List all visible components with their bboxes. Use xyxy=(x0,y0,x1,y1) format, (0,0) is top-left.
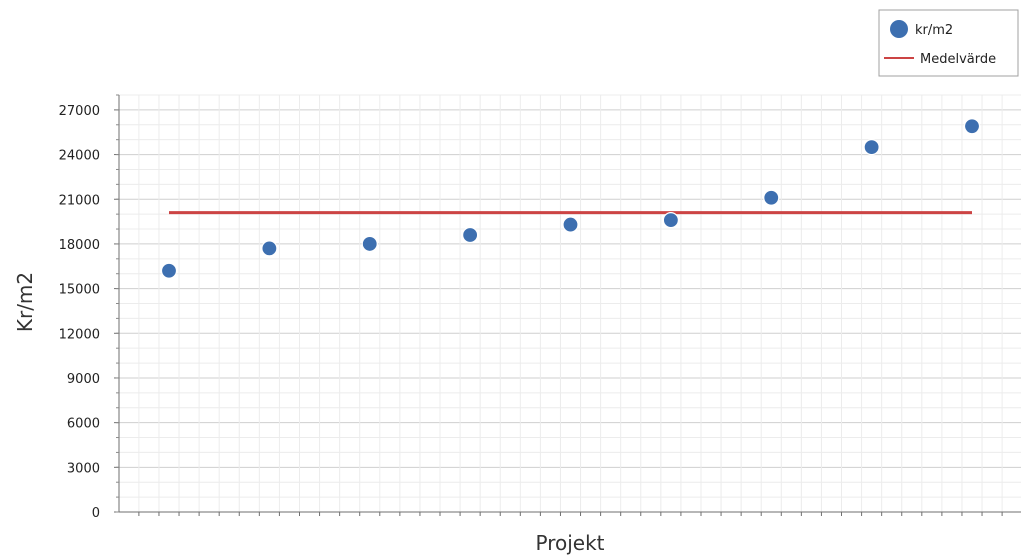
data-point-kr-m2 xyxy=(863,139,880,156)
data-point-kr-m2 xyxy=(462,226,479,244)
data-point-kr-m2 xyxy=(562,216,579,233)
y-tick-label: 3000 xyxy=(67,461,100,476)
data-point-kr-m2 xyxy=(763,189,780,206)
y-tick-label: 6000 xyxy=(67,417,100,432)
axis-layer: 0 3000 6000 9000 12000 15000 18000 21000 24000 27… xyxy=(59,94,1021,521)
x-axis-title: Projekt xyxy=(535,531,604,555)
data-point-kr-m2 xyxy=(160,262,178,279)
grid-layer xyxy=(119,94,1021,513)
y-tick-label: 15000 xyxy=(59,283,100,298)
legend-label-kr-m2: kr/m2 xyxy=(915,23,953,38)
y-tick-label: 24000 xyxy=(59,149,100,164)
y-tick-label: 27000 xyxy=(59,104,100,119)
y-tick-label: 21000 xyxy=(59,193,100,208)
legend-label-medelvarde: Medelvärde xyxy=(920,52,996,67)
y-tick-label: 9000 xyxy=(67,372,100,387)
y-tick-label: 18000 xyxy=(59,238,100,253)
y-tick-label: 12000 xyxy=(59,327,100,342)
legend: kr/m2 Medelvärde xyxy=(878,9,1019,77)
data-point-kr-m2 xyxy=(361,235,378,253)
series-layer xyxy=(160,118,981,279)
data-point-kr-m2 xyxy=(662,212,679,229)
data-point-kr-m2 xyxy=(963,118,981,135)
legend-marker-kr-m2 xyxy=(890,20,908,38)
data-point-kr-m2 xyxy=(261,240,278,257)
y-axis-title: Kr/m2 xyxy=(13,272,37,332)
y-tick-label: 0 xyxy=(92,506,100,521)
